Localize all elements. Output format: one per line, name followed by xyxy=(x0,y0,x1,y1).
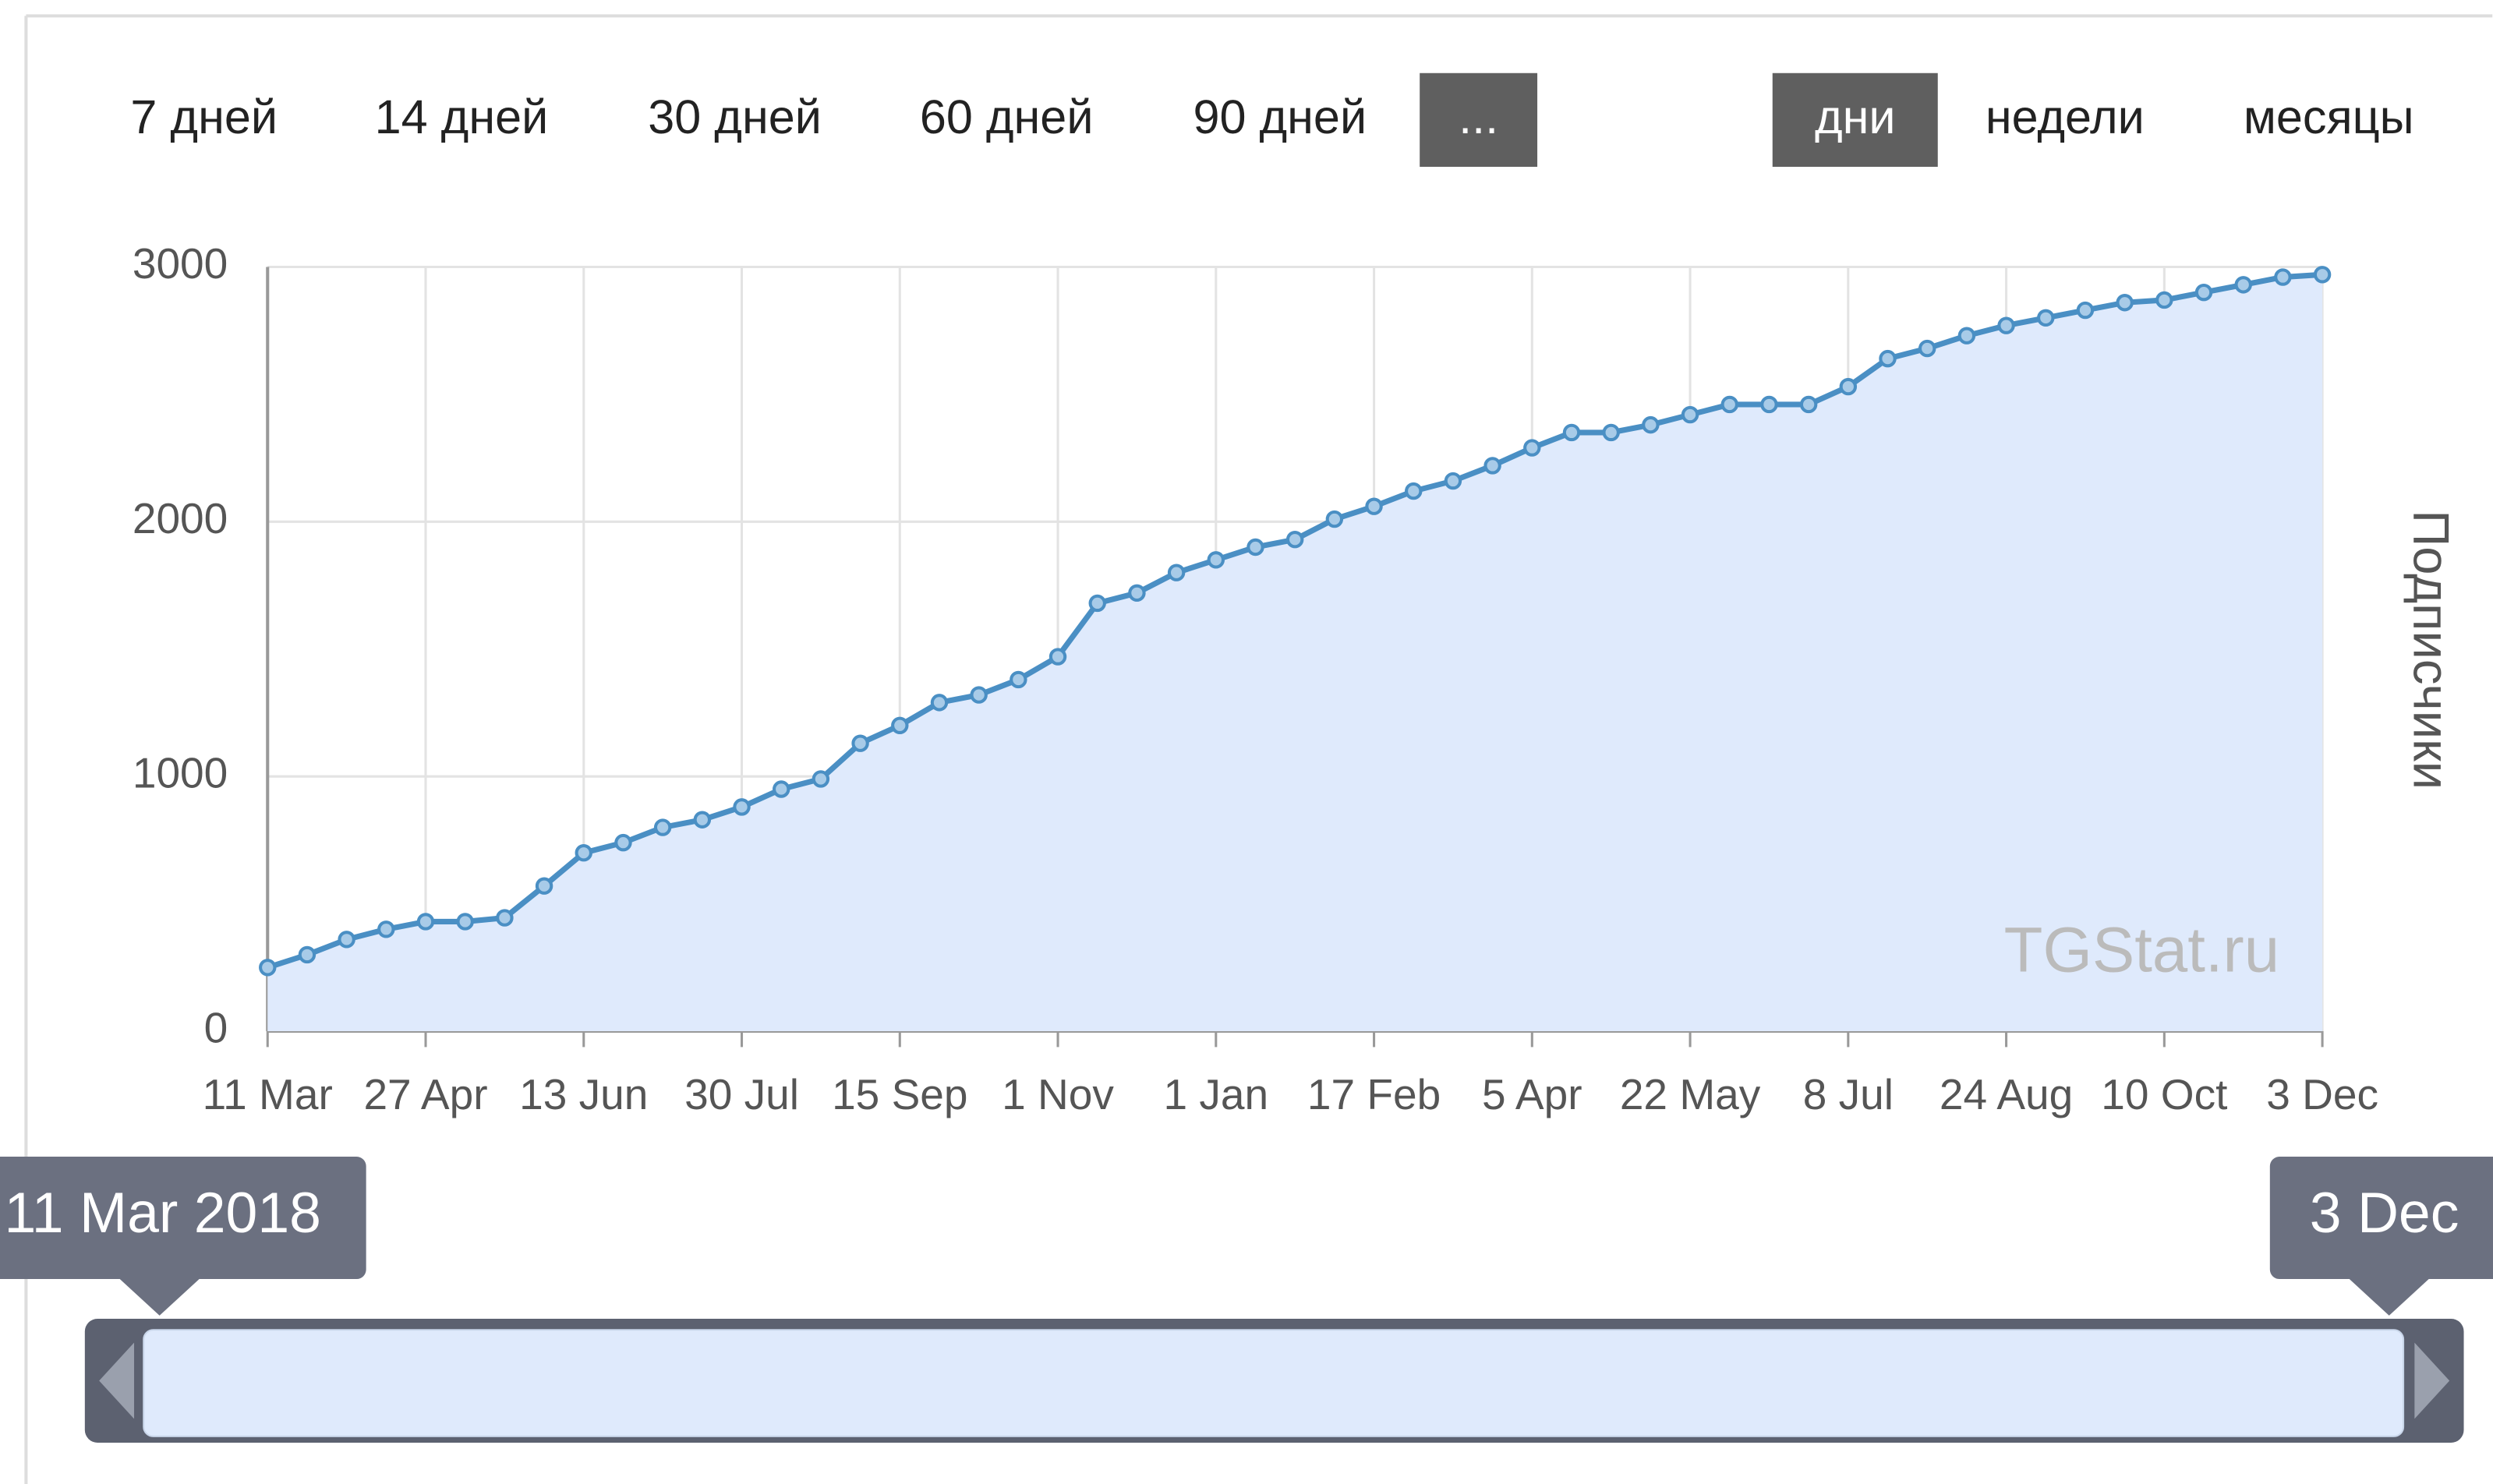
point xyxy=(1325,510,1344,528)
x-tick-label: 3 Dec xyxy=(2266,1070,2378,1118)
x-tick-label: 15 Sep xyxy=(832,1070,967,1118)
end-date: 3 Dec xyxy=(2310,1181,2459,1245)
point xyxy=(259,959,277,977)
end-tooltip xyxy=(2269,1157,2493,1316)
point xyxy=(1444,472,1462,490)
watermark: TGStat.ru xyxy=(2004,915,2279,986)
x-tick-label: 11 Mar xyxy=(203,1070,333,1118)
range-button[interactable]: 60 дней xyxy=(920,90,1094,143)
y-tick-label: 1000 xyxy=(133,749,228,797)
navigator-right-handle[interactable] xyxy=(2414,1342,2450,1419)
point xyxy=(614,833,632,852)
point xyxy=(1010,670,1027,689)
point xyxy=(812,770,830,788)
point xyxy=(416,913,435,931)
point xyxy=(377,920,395,938)
x-tick-label: 13 Jun xyxy=(519,1070,648,1118)
y-tick-label: 0 xyxy=(204,1004,228,1052)
point xyxy=(1957,327,1976,344)
point xyxy=(1246,538,1264,556)
point xyxy=(298,945,316,964)
active-unit-bg[interactable] xyxy=(1772,72,1938,168)
unit-button[interactable]: месяцы xyxy=(2244,90,2414,143)
x-tick-label: 8 Jul xyxy=(1803,1070,1894,1118)
unit-button[interactable]: недели xyxy=(1986,90,2145,143)
navigator-left-handle[interactable] xyxy=(99,1342,135,1419)
y-axis-label: Подписчики xyxy=(2403,510,2459,790)
point xyxy=(2274,268,2292,286)
range-button[interactable]: 90 дней xyxy=(1193,90,1367,143)
point xyxy=(1285,530,1304,549)
point xyxy=(1483,457,1501,475)
point xyxy=(456,913,474,931)
point xyxy=(1918,339,1936,358)
point xyxy=(1799,395,1818,414)
point xyxy=(2037,309,2055,327)
x-tick-label: 22 May xyxy=(1620,1070,1761,1118)
point xyxy=(693,811,712,829)
point xyxy=(733,798,751,816)
more-button-bg[interactable] xyxy=(1420,72,1538,168)
point xyxy=(1207,551,1225,569)
point xyxy=(2116,294,2134,312)
y-tick-label: 3000 xyxy=(133,239,228,288)
more-button[interactable]: ... xyxy=(1459,90,1498,143)
x-tick-label: 10 Oct xyxy=(2101,1070,2227,1118)
point xyxy=(1365,497,1383,515)
point xyxy=(773,780,790,798)
point xyxy=(1879,349,1897,368)
point xyxy=(1128,584,1146,602)
point xyxy=(2155,291,2173,309)
point xyxy=(1760,395,1778,414)
start-tooltip xyxy=(0,1157,366,1316)
point xyxy=(1997,316,2015,334)
point xyxy=(2194,283,2213,302)
x-tick-label: 1 Jan xyxy=(1163,1070,1268,1118)
point xyxy=(891,716,909,735)
point xyxy=(851,734,869,752)
point xyxy=(1405,482,1423,500)
unit-button[interactable]: дни xyxy=(1815,90,1896,143)
point xyxy=(338,931,355,949)
x-tick-label: 27 Apr xyxy=(363,1070,487,1118)
navigator: 11 Mar 2018 3 Dec xyxy=(0,1157,2493,1443)
point xyxy=(1681,405,1699,424)
y-tick-label: 2000 xyxy=(133,494,228,542)
point xyxy=(653,818,672,836)
x-tick-label: 24 Aug xyxy=(1940,1070,2073,1118)
x-tick-label: 17 Feb xyxy=(1307,1070,1441,1118)
point xyxy=(1602,423,1620,442)
start-date: 11 Mar 2018 xyxy=(4,1181,321,1245)
point xyxy=(930,694,949,712)
point xyxy=(970,686,988,704)
point xyxy=(1167,564,1186,581)
point xyxy=(1048,648,1067,666)
point xyxy=(1562,423,1581,442)
range-button[interactable]: 7 дней xyxy=(130,90,278,143)
area xyxy=(267,274,2323,1032)
point xyxy=(575,844,592,862)
point xyxy=(2234,276,2252,294)
range-button[interactable]: 14 дней xyxy=(375,90,549,143)
point xyxy=(535,877,553,895)
x-tick-label: 1 Nov xyxy=(1002,1070,1114,1118)
point xyxy=(1523,439,1541,457)
point xyxy=(1642,415,1660,434)
range-button[interactable]: 30 дней xyxy=(648,90,822,143)
navigator-window[interactable] xyxy=(143,1329,2405,1437)
point xyxy=(1720,395,1738,414)
point xyxy=(496,909,514,927)
point xyxy=(2076,301,2095,320)
point xyxy=(1839,377,1858,396)
point xyxy=(1088,594,1106,613)
point xyxy=(2313,266,2332,284)
x-tick-label: 30 Jul xyxy=(684,1070,799,1118)
x-tick-label: 5 Apr xyxy=(1482,1070,1582,1118)
